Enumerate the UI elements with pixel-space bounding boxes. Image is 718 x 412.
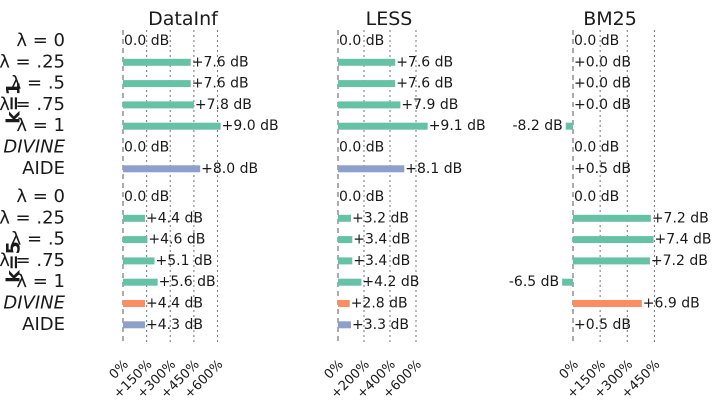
bar [338,300,350,307]
bar-value-label: +0.5 dB [574,161,631,177]
bar-value-label: +2.8 dB [351,296,408,312]
bar [338,165,405,173]
bar-value-label: +0.0 dB [574,76,631,92]
row-label: λ = .5 [11,229,65,250]
panel-title-datainf: DataInf [148,8,219,30]
group-label: k=5 [3,241,25,283]
bar [123,165,201,173]
bar-value-label: +0.0 dB [574,97,631,113]
bar [573,236,654,244]
bar [562,278,573,286]
bar-value-label: 0.0 dB [339,140,384,156]
bar-value-label: +7.9 dB [401,97,458,113]
bar [338,58,396,66]
bar-value-label: 0.0 dB [574,140,619,156]
row-label: AIDE [22,314,65,335]
row-label: λ = 1 [16,115,65,136]
bar-value-label: +7.6 dB [192,54,249,70]
bar [338,101,401,109]
panel-title-less: LESS [366,8,413,30]
bar [123,122,221,130]
bar-value-label: 0.0 dB [574,33,619,49]
bar-value-label: +9.1 dB [429,118,486,134]
bar-value-label: 0.0 dB [124,33,169,49]
bar [338,214,351,222]
bar-value-label: 0.0 dB [124,189,169,205]
bar-value-label: +3.3 dB [352,317,409,333]
row-label: DIVINE [3,293,65,314]
bar-value-label: 0.0 dB [339,189,384,205]
bar-value-label: +4.6 dB [148,232,205,248]
row-label: λ = 0 [16,186,65,207]
bar-value-label: +3.4 dB [353,253,410,269]
bar-value-label: +7.6 dB [396,76,453,92]
bar-value-label: +4.3 dB [146,317,203,333]
bar [338,80,396,88]
bar-value-label: +7.2 dB [651,253,708,269]
row-label: λ = .75 [0,94,65,115]
row-label: λ = .75 [0,250,65,271]
bar-value-label: 0.0 dB [124,140,169,156]
bar-value-label: +7.6 dB [192,76,249,92]
bar [338,278,362,286]
bar-layer [123,58,654,329]
bar-value-label: 0.0 dB [574,189,619,205]
bar-value-label: +7.8 dB [195,97,252,113]
row-label: λ = 0 [16,30,65,51]
panel-title-bm25: BM25 [583,8,637,30]
row-label: AIDE [22,158,65,179]
bar [338,122,428,130]
bar-value-label: +4.2 dB [362,274,419,290]
bar-value-label: +4.4 dB [146,210,203,226]
bar [123,214,146,222]
bar [123,257,155,265]
bar-value-label: +3.4 dB [353,232,410,248]
bar-value-label: +5.1 dB [156,253,213,269]
bar-value-label: +0.0 dB [574,54,631,70]
bar [338,236,353,244]
bar-value-label: -6.5 dB [509,274,559,290]
bar-value-label: +0.5 dB [574,317,631,333]
bar-value-label: +4.4 dB [146,296,203,312]
row-label: λ = .25 [0,207,65,228]
bar [123,236,148,244]
bar-value-label: +6.9 dB [643,296,700,312]
row-label: DIVINE [3,137,65,158]
bar [123,58,191,66]
bar-value-label: +7.6 dB [396,54,453,70]
grid-layer [122,30,656,345]
bar-value-label: -8.2 dB [512,118,562,134]
bar-value-label: 0.0 dB [339,33,384,49]
row-label: λ = .5 [11,73,65,94]
bar-value-label: +8.0 dB [201,161,258,177]
bar [573,257,650,265]
bar-value-label: +9.0 dB [222,118,279,134]
row-label: λ = 1 [16,271,65,292]
bar [338,321,351,329]
bar [123,321,146,329]
bar-value-label: +7.2 dB [652,210,709,226]
bar [123,80,191,88]
bar-value-label: +7.4 dB [655,232,712,248]
row-label: λ = .25 [0,51,65,72]
bar-value-label: +8.1 dB [405,161,462,177]
bar [123,300,146,307]
bar [338,257,353,265]
bar [123,101,194,109]
bar [123,278,158,286]
bar-value-label: +5.6 dB [159,274,216,290]
bar [565,122,573,130]
group-label: k=1 [3,82,25,124]
bar-value-label: +3.2 dB [352,210,409,226]
text-layer: DataInf0%+150%+300%+450%+600%LESS0%+200%… [0,8,711,402]
bar [573,214,651,222]
bar [573,300,642,307]
